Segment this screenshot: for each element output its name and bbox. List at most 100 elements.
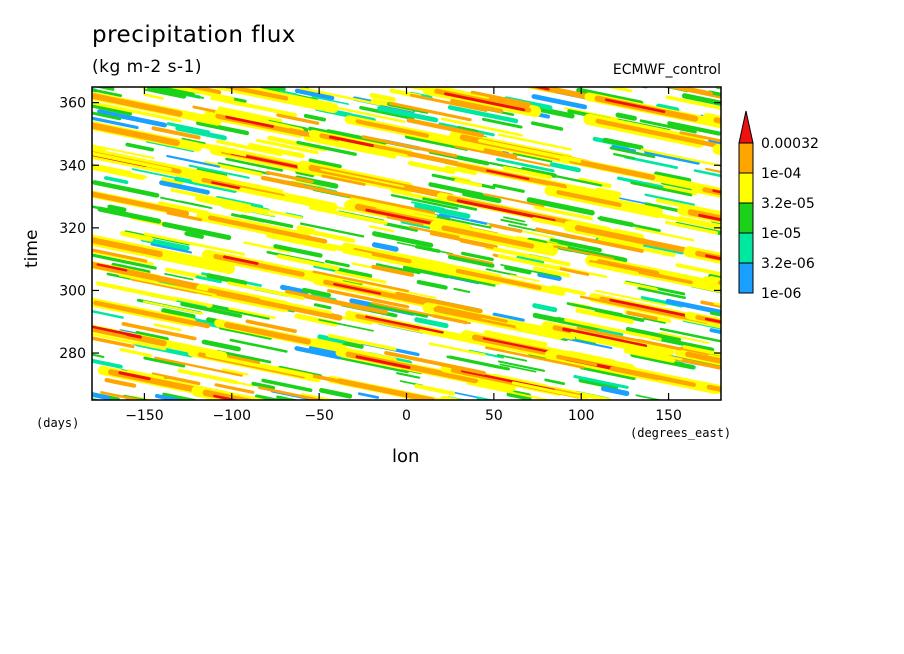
precip-streak bbox=[240, 214, 294, 229]
precip-streak bbox=[436, 305, 508, 323]
precip-streak bbox=[428, 342, 486, 357]
x-tick-label: 50 bbox=[485, 408, 503, 424]
precip-streak bbox=[740, 408, 827, 426]
precip-streak bbox=[198, 10, 297, 30]
precip-streak bbox=[304, 136, 397, 159]
precip-streak bbox=[497, 254, 561, 271]
precip-streak bbox=[227, 427, 272, 436]
precip-streak bbox=[432, 314, 468, 325]
precip-streak bbox=[92, 358, 123, 369]
precip-streak bbox=[604, 98, 666, 114]
precip-streak bbox=[330, 266, 373, 279]
precip-streak bbox=[121, 322, 197, 341]
y-axis-ticks: 280 300 320 340 360 bbox=[59, 96, 721, 362]
precip-streak bbox=[113, 0, 249, 20]
precip-streak bbox=[92, 111, 122, 121]
precip-streak bbox=[92, 88, 123, 97]
precip-streak bbox=[705, 453, 851, 483]
precip-streak bbox=[481, 489, 557, 505]
precip-streak bbox=[92, 93, 183, 117]
precip-streak bbox=[228, 201, 303, 220]
precip-streak bbox=[752, 346, 796, 355]
precip-streak bbox=[104, 0, 184, 7]
precip-streak bbox=[681, 93, 721, 106]
precip-streak bbox=[453, 287, 471, 293]
precip-streak bbox=[478, 138, 582, 163]
precip-streak bbox=[105, 23, 218, 46]
precip-streak bbox=[556, 355, 598, 367]
colorbar-label: 3.2e-05 bbox=[761, 196, 815, 212]
precip-streak bbox=[509, 274, 541, 282]
precip-streak bbox=[92, 391, 93, 394]
precip-streak bbox=[448, 355, 510, 371]
precip-streak bbox=[496, 354, 528, 362]
precip-streak bbox=[512, 151, 553, 163]
precip-streak bbox=[371, 264, 415, 277]
precip-streak bbox=[742, 381, 799, 393]
precip-streak bbox=[564, 107, 619, 120]
colorbar-label: 3.2e-06 bbox=[761, 256, 815, 272]
precip-streak bbox=[232, 54, 333, 75]
precip-streak bbox=[296, 140, 357, 156]
precip-streak bbox=[407, 160, 456, 175]
precip-streak bbox=[113, 25, 177, 38]
precip-streak bbox=[655, 198, 721, 216]
precip-streak bbox=[216, 349, 272, 364]
precip-streak bbox=[697, 494, 797, 515]
precip-streak bbox=[369, 92, 396, 102]
precip-streak bbox=[599, 473, 686, 491]
precip-streak bbox=[359, 404, 382, 409]
precip-streak bbox=[92, 325, 142, 339]
chart-source-label: ECMWF_control bbox=[612, 62, 721, 78]
precip-streak bbox=[226, 281, 305, 300]
precip-streak bbox=[604, 87, 633, 93]
precip-streak bbox=[209, 304, 270, 320]
precip-streak bbox=[506, 392, 532, 400]
precip-streak bbox=[616, 176, 664, 189]
precip-streak bbox=[717, 355, 721, 359]
precip-streak bbox=[644, 193, 695, 206]
precip-streak bbox=[722, 458, 761, 466]
precip-streak bbox=[686, 525, 762, 541]
precipitation-field bbox=[64, 0, 851, 541]
precip-streak bbox=[188, 164, 250, 179]
precip-streak bbox=[164, 272, 194, 281]
y-tick-label: 360 bbox=[59, 96, 86, 112]
precip-streak bbox=[301, 287, 331, 298]
precip-streak bbox=[455, 268, 542, 290]
precip-streak bbox=[706, 424, 732, 429]
precip-streak bbox=[224, 322, 312, 345]
precip-streak bbox=[499, 363, 537, 373]
precip-streak bbox=[729, 341, 771, 350]
precip-streak bbox=[611, 144, 637, 153]
precip-streak bbox=[207, 288, 343, 321]
precip-streak bbox=[64, 327, 78, 330]
precip-streak bbox=[742, 387, 773, 393]
precip-streak bbox=[502, 165, 552, 180]
precip-streak bbox=[154, 356, 243, 377]
precip-streak bbox=[92, 336, 135, 349]
precip-streak bbox=[207, 215, 328, 244]
precip-streak bbox=[677, 523, 744, 537]
y-tick-label: 340 bbox=[59, 158, 86, 174]
precip-streak bbox=[396, 241, 454, 255]
precip-streak bbox=[720, 391, 721, 394]
precip-streak bbox=[251, 381, 276, 390]
precip-streak bbox=[166, 211, 203, 222]
precip-streak bbox=[217, 162, 271, 176]
precip-streak bbox=[602, 405, 661, 417]
x-tick-label: −150 bbox=[125, 408, 163, 424]
precip-streak bbox=[172, 296, 213, 308]
precip-streak bbox=[357, 392, 380, 399]
precip-streak bbox=[333, 283, 382, 295]
precip-streak bbox=[602, 137, 644, 150]
precip-streak bbox=[446, 252, 494, 265]
precip-streak bbox=[104, 377, 137, 388]
precip-streak bbox=[67, 396, 81, 399]
precip-streak bbox=[355, 313, 421, 331]
precip-streak bbox=[609, 298, 698, 319]
precip-streak bbox=[361, 135, 458, 158]
precip-streak bbox=[503, 216, 526, 223]
precip-streak bbox=[328, 135, 374, 148]
precip-streak bbox=[496, 158, 555, 173]
